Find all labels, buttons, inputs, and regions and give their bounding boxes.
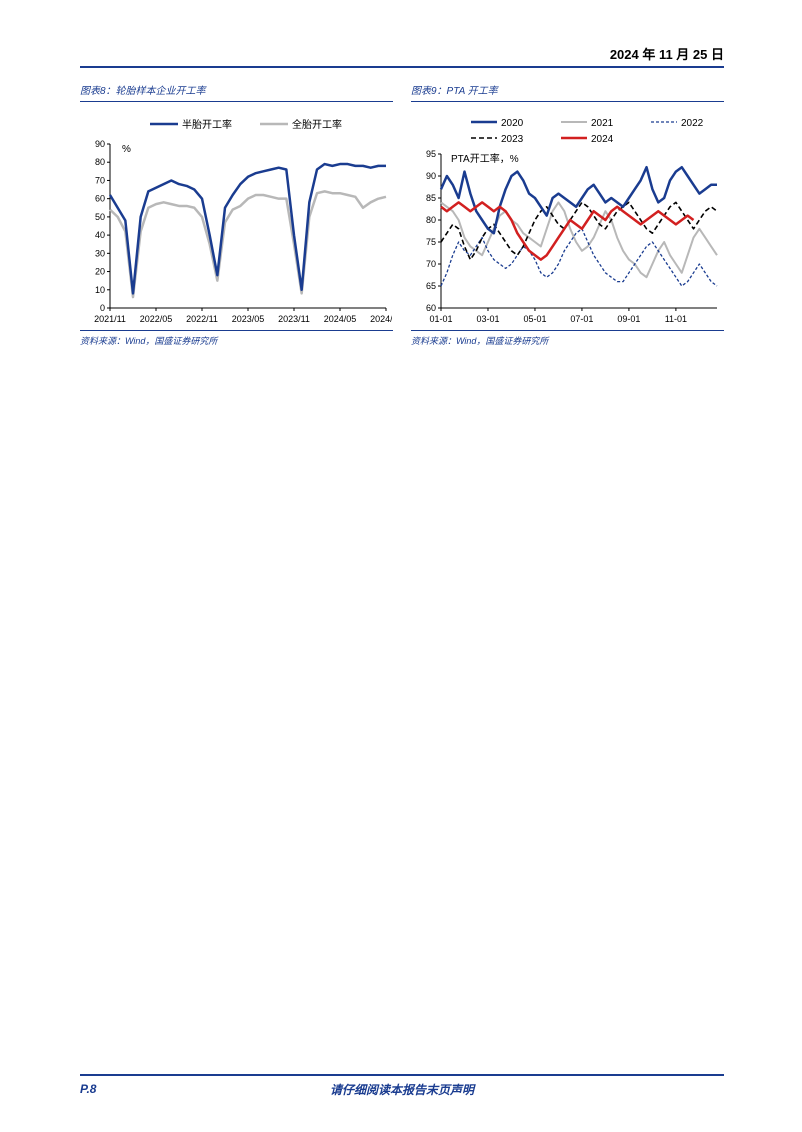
svg-text:2022/05: 2022/05 (140, 314, 173, 324)
svg-text:70: 70 (95, 175, 105, 185)
chart-8-title: 图表8：轮胎样本企业开工率 (80, 82, 393, 101)
svg-text:2024: 2024 (591, 134, 614, 145)
svg-text:全胎开工率: 全胎开工率 (292, 118, 342, 131)
svg-text:50: 50 (95, 212, 105, 222)
svg-text:90: 90 (426, 171, 436, 181)
footer-divider (80, 1074, 724, 1076)
svg-text:%: % (122, 144, 131, 155)
svg-text:2020: 2020 (501, 118, 524, 129)
chart-8-source-rule (80, 330, 393, 331)
chart-9-source-rule (411, 330, 724, 331)
svg-text:40: 40 (95, 230, 105, 240)
svg-text:95: 95 (426, 149, 436, 159)
svg-text:半胎开工率: 半胎开工率 (182, 118, 232, 131)
chart-9-title-rule (411, 101, 724, 102)
svg-text:80: 80 (426, 215, 436, 225)
svg-text:01-01: 01-01 (429, 314, 452, 324)
svg-text:60: 60 (95, 194, 105, 204)
chart-8-svg: 半胎开工率 全胎开工率% 0 10 20 30 40 50 60 70 80 90 2021/11 202… (80, 110, 392, 330)
svg-text:2023: 2023 (501, 134, 524, 145)
svg-text:70: 70 (426, 259, 436, 269)
footer: P.8 请仔细阅读本报告末页声明 (80, 1082, 724, 1096)
page-number: P.8 (80, 1082, 96, 1096)
charts-row: 图表8：轮胎样本企业开工率 半胎开工率 全胎开工率% 0 10 20 30 40 50 60 70… (80, 82, 724, 347)
svg-text:PTA开工率，%: PTA开工率，% (451, 152, 519, 165)
svg-text:2021/11: 2021/11 (94, 314, 126, 324)
svg-text:11-01: 11-01 (665, 314, 687, 324)
svg-text:80: 80 (95, 157, 105, 167)
svg-text:20: 20 (95, 267, 105, 277)
svg-text:65: 65 (426, 281, 436, 291)
chart-9-title: 图表9：PTA 开工率 (411, 82, 724, 101)
svg-text:07-01: 07-01 (570, 314, 593, 324)
svg-text:2024/05: 2024/05 (324, 314, 357, 324)
svg-text:2021: 2021 (591, 118, 614, 129)
svg-text:30: 30 (95, 248, 105, 258)
svg-text:03-01: 03-01 (476, 314, 499, 324)
svg-text:2023/11: 2023/11 (278, 314, 310, 324)
svg-text:05-01: 05-01 (523, 314, 546, 324)
footer-note: 请仔细阅读本报告末页声明 (330, 1081, 474, 1098)
header-divider (80, 66, 724, 68)
svg-text:2022: 2022 (681, 118, 704, 129)
chart-9-panel: 图表9：PTA 开工率 2020 2021 2022 2023 2024 PTA开工率，%… (411, 82, 724, 347)
chart-8-title-rule (80, 101, 393, 102)
svg-text:09-01: 09-01 (617, 314, 640, 324)
svg-text:2023/05: 2023/05 (232, 314, 265, 324)
svg-text:75: 75 (426, 237, 436, 247)
svg-text:2024/11: 2024/11 (370, 314, 392, 324)
svg-text:0: 0 (100, 303, 105, 313)
svg-text:90: 90 (95, 139, 105, 149)
svg-text:85: 85 (426, 193, 436, 203)
svg-text:10: 10 (95, 285, 105, 295)
report-date: 2024 年 11 月 25 日 (610, 44, 724, 63)
chart-9-source: 资料来源：Wind，国盛证券研究所 (411, 334, 724, 347)
chart-8-panel: 图表8：轮胎样本企业开工率 半胎开工率 全胎开工率% 0 10 20 30 40 50 60 70… (80, 82, 393, 347)
chart-9-svg: 2020 2021 2022 2023 2024 PTA开工率，% 60 65 70 75 80 85… (411, 110, 723, 330)
svg-text:60: 60 (426, 303, 436, 313)
chart-8-source: 资料来源：Wind，国盛证券研究所 (80, 334, 393, 347)
svg-text:2022/11: 2022/11 (186, 314, 218, 324)
